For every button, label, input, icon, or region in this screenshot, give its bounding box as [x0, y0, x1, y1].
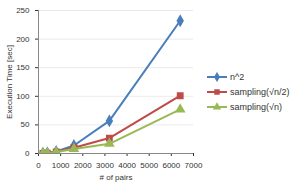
html-text:sampling(√n): sampling(√n)	[230, 101, 282, 112]
svg-text:0: 0	[36, 161, 41, 170]
svg-text:3000: 3000	[96, 161, 114, 170]
svg-text:50: 50	[21, 120, 30, 129]
svg-text:Execution Time [sec]: Execution Time [sec]	[5, 45, 14, 119]
svg-text:7000: 7000	[185, 161, 203, 170]
html-text:sampling(√n/2): sampling(√n/2)	[230, 86, 290, 97]
svg-text:0: 0	[25, 149, 30, 158]
svg-text:2000: 2000	[74, 161, 92, 170]
svg-text:100: 100	[16, 92, 30, 101]
svg-text:150: 150	[16, 63, 30, 72]
svg-text:4000: 4000	[118, 161, 136, 170]
svg-text:5000: 5000	[140, 161, 158, 170]
svg-text:200: 200	[16, 35, 30, 44]
svg-text:6000: 6000	[162, 161, 180, 170]
svg-text:1000: 1000	[52, 161, 70, 170]
svg-text:250: 250	[16, 6, 30, 15]
svg-text:# of pairs: # of pairs	[100, 173, 133, 182]
html-text:n^2: n^2	[230, 71, 245, 82]
